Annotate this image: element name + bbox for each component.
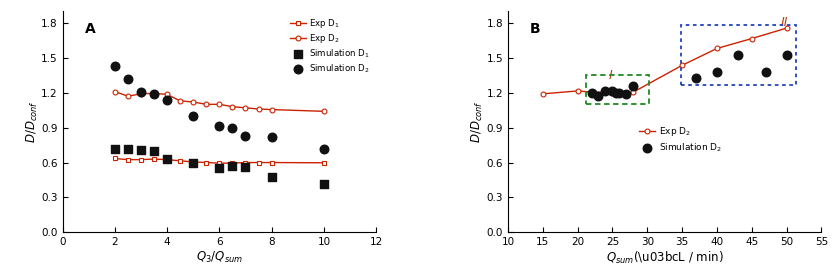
Simulation D$_2$ <box>711 70 724 74</box>
X-axis label: $Q_3/Q_{sum}$: $Q_3/Q_{sum}$ <box>196 250 243 265</box>
Simulation D$_1$ <box>239 165 252 169</box>
Exp D$_2$ <box>201 103 211 106</box>
Exp D$_2$ <box>781 26 791 30</box>
Exp D$_2$ <box>712 47 722 50</box>
Exp D$_1$ <box>214 162 224 165</box>
Exp D$_1$ <box>267 161 277 164</box>
Exp D$_1$ <box>201 161 211 164</box>
Simulation D$_1$ <box>265 174 279 179</box>
Simulation D$_2$ <box>731 53 745 58</box>
Exp D$_1$ <box>123 158 133 161</box>
X-axis label: $Q_{sum}$(\u03bcL / min): $Q_{sum}$(\u03bcL / min) <box>605 250 724 266</box>
Exp D$_2$ <box>136 92 146 95</box>
Exp D$_2$ <box>188 100 198 104</box>
Simulation D$_2$ <box>605 89 619 93</box>
Exp D$_1$ <box>319 161 329 164</box>
Exp D$_1$ <box>162 158 172 161</box>
Simulation D$_2$ <box>226 125 239 130</box>
Simulation D$_2$ <box>187 114 200 118</box>
Simulation D$_2$ <box>134 89 148 94</box>
Exp D$_2$ <box>149 92 159 95</box>
Simulation D$_1$ <box>148 149 161 153</box>
Exp D$_2$ <box>228 105 238 108</box>
Legend: Exp D$_2$, Simulation D$_2$: Exp D$_2$, Simulation D$_2$ <box>637 123 724 155</box>
Exp D$_2$ <box>586 90 596 94</box>
Simulation D$_2$ <box>599 89 612 93</box>
Simulation D$_2$ <box>690 75 703 80</box>
Text: A: A <box>84 22 95 36</box>
Exp D$_2$ <box>267 108 277 111</box>
Exp D$_1$ <box>188 160 198 164</box>
Line: Exp D$_2$: Exp D$_2$ <box>113 89 326 114</box>
Simulation D$_1$ <box>317 181 330 186</box>
Exp D$_1$ <box>149 157 159 161</box>
Simulation D$_2$ <box>759 70 772 74</box>
Y-axis label: $D/D_{conf}$: $D/D_{conf}$ <box>470 101 485 143</box>
Exp D$_2$ <box>538 92 548 95</box>
Exp D$_1$ <box>240 161 250 164</box>
Exp D$_1$ <box>110 157 120 160</box>
Y-axis label: $D/D_{conf}$: $D/D_{conf}$ <box>24 101 40 143</box>
Exp D$_2$ <box>319 110 329 113</box>
Line: Exp D$_1$: Exp D$_1$ <box>113 156 326 165</box>
Simulation D$_1$ <box>108 146 122 151</box>
Bar <box>681 25 796 85</box>
Text: I: I <box>609 69 613 82</box>
Exp D$_2$ <box>110 90 120 93</box>
Simulation D$_2$ <box>626 84 640 88</box>
Exp D$_2$ <box>573 89 583 93</box>
Exp D$_2$ <box>746 37 756 40</box>
Simulation D$_2$ <box>160 97 173 102</box>
Simulation D$_2$ <box>108 64 122 68</box>
Simulation D$_2$ <box>213 124 226 129</box>
Exp D$_2$ <box>162 93 172 96</box>
Legend: Exp D$_1$, Exp D$_2$, Simulation D$_1$, Simulation D$_2$: Exp D$_1$, Exp D$_2$, Simulation D$_1$, … <box>289 15 372 76</box>
Simulation D$_1$ <box>187 160 200 165</box>
Exp D$_1$ <box>136 158 146 161</box>
Exp D$_1$ <box>254 161 264 164</box>
Exp D$_1$ <box>228 162 238 165</box>
Simulation D$_2$ <box>620 92 633 97</box>
Exp D$_2$ <box>240 106 250 109</box>
Exp D$_2$ <box>214 103 224 106</box>
Bar <box>586 75 649 104</box>
Exp D$_1$ <box>175 159 185 162</box>
Simulation D$_2$ <box>592 93 605 98</box>
Simulation D$_2$ <box>148 92 161 96</box>
Simulation D$_2$ <box>265 135 279 139</box>
Exp D$_2$ <box>254 107 264 111</box>
Simulation D$_1$ <box>160 157 173 161</box>
Line: Exp D$_2$: Exp D$_2$ <box>540 26 789 96</box>
Simulation D$_1$ <box>213 166 226 171</box>
Simulation D$_2$ <box>585 91 598 95</box>
Simulation D$_2$ <box>780 53 793 58</box>
Exp D$_2$ <box>175 99 185 102</box>
Simulation D$_2$ <box>609 90 622 95</box>
Simulation D$_2$ <box>317 146 330 151</box>
Exp D$_2$ <box>123 95 133 98</box>
Simulation D$_2$ <box>121 76 134 81</box>
Exp D$_2$ <box>677 64 687 67</box>
Exp D$_2$ <box>607 91 617 94</box>
Simulation D$_1$ <box>134 148 148 152</box>
Text: B: B <box>530 22 540 36</box>
Simulation D$_2$ <box>239 134 252 138</box>
Text: II: II <box>781 16 789 29</box>
Exp D$_2$ <box>628 90 638 94</box>
Simulation D$_2$ <box>613 91 626 95</box>
Simulation D$_1$ <box>226 164 239 168</box>
Simulation D$_1$ <box>121 146 134 151</box>
